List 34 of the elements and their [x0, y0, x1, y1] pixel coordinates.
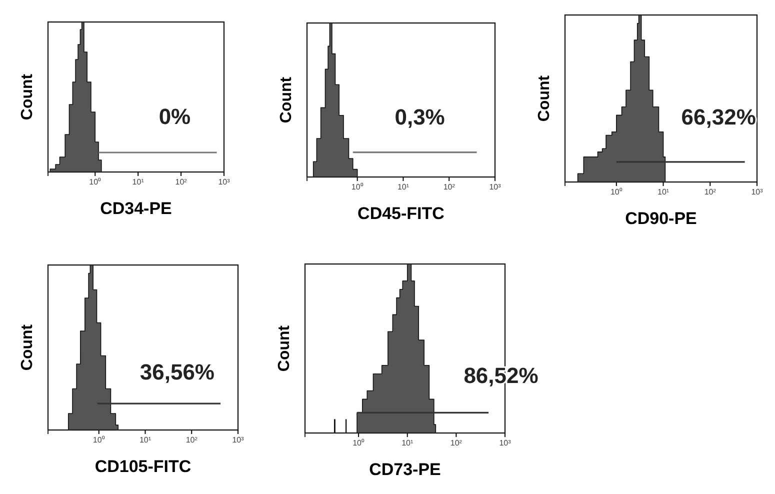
- x-axis-title: CD45-FITC: [358, 204, 444, 223]
- x-tick-label: 10¹: [397, 182, 410, 192]
- annotation: 0,3%: [394, 104, 445, 130]
- x-tick-label: 10¹: [139, 436, 152, 445]
- x-tick-label: 10⁰: [89, 178, 102, 187]
- x-axis-title: CD73-PE: [369, 460, 441, 479]
- x-tick-label: 10⁰: [351, 182, 364, 192]
- x-tick-label: 10³: [232, 436, 244, 445]
- x-tick-label: 10¹: [657, 188, 670, 197]
- x-tick-label: 10³: [751, 188, 764, 197]
- x-tick-label: 10¹: [402, 438, 414, 448]
- y-axis-title: Count: [276, 324, 293, 372]
- x-axis-title: CD105-FITC: [94, 457, 192, 476]
- x-axis-title: CD34-PE: [100, 199, 172, 218]
- y-axis-title: Count: [536, 74, 553, 122]
- x-tick-label: 10⁰: [610, 188, 622, 197]
- x-tick-label: 10⁰: [92, 436, 105, 445]
- x-tick-label: 10³: [499, 438, 512, 448]
- x-tick-label: 10²: [443, 182, 456, 192]
- y-axis-title: Count: [19, 324, 36, 371]
- x-tick-label: 10²: [704, 188, 716, 197]
- x-tick-label: 10⁰: [352, 438, 364, 448]
- y-axis-title: Count: [278, 76, 295, 124]
- annotation: 0%: [158, 104, 191, 129]
- annotation: 36,56%: [140, 360, 215, 385]
- y-axis-title: Count: [19, 73, 36, 120]
- x-tick-label: 10³: [489, 182, 502, 192]
- annotation: 66,32%: [681, 104, 756, 130]
- x-tick-label: 10¹: [132, 178, 144, 187]
- x-axis-title: CD90-PE: [625, 209, 697, 228]
- x-tick-label: 10²: [175, 178, 188, 187]
- x-tick-label: 10²: [186, 436, 198, 445]
- x-tick-label: 10²: [450, 438, 462, 448]
- x-tick-label: 10³: [218, 178, 230, 187]
